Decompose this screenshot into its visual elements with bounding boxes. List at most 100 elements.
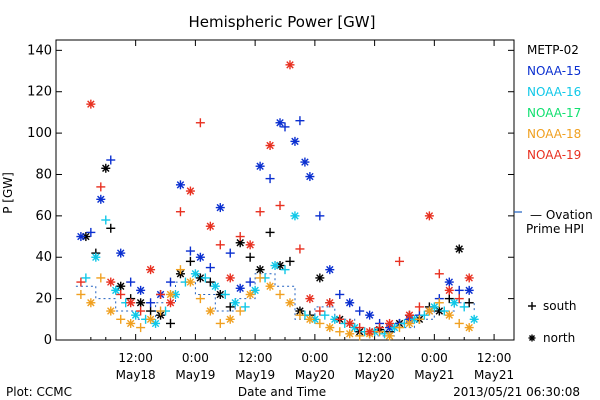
data-point-noaa-15-south	[146, 298, 156, 308]
data-point-noaa-19-south	[156, 289, 166, 299]
data-point-noaa-19-north	[146, 265, 156, 275]
data-point-noaa-19-north	[126, 298, 136, 308]
data-point-noaa-19-south	[116, 289, 126, 299]
data-point-noaa-19-south	[414, 302, 424, 312]
data-point-noaa-15-north	[255, 161, 265, 171]
data-point-noaa-15-north	[365, 310, 375, 320]
x-tick-date-label: May21	[414, 368, 454, 382]
data-point-noaa-16-north	[449, 298, 459, 308]
y-tick-label: 120	[27, 85, 52, 100]
data-point-noaa-18-north	[166, 289, 175, 299]
data-point-noaa-15-south	[106, 155, 116, 165]
data-point-noaa-18-north	[205, 306, 215, 316]
data-point-noaa-16-south	[439, 306, 449, 316]
legend-item-noaa-19: NOAA-19	[527, 148, 581, 162]
data-point-noaa-19-south	[136, 306, 146, 316]
data-point-noaa-18-north	[444, 310, 454, 320]
data-point-noaa-18-north	[126, 318, 136, 328]
plot-credit: Plot: CCMC	[6, 385, 72, 399]
data-point-noaa-15-north	[290, 136, 300, 146]
x-tick-time-label: 12:00	[238, 351, 273, 365]
x-tick-time-label: 12:00	[477, 351, 512, 365]
data-point-noaa-16-north	[230, 298, 240, 308]
data-point-noaa-15-north	[444, 277, 454, 287]
data-point-noaa-19-north	[385, 318, 395, 328]
data-point-noaa-16-north	[210, 281, 220, 291]
x-tick-date-label: May20	[355, 368, 395, 382]
x-tick-date-label: May19	[235, 368, 275, 382]
data-point-noaa-15-north	[235, 283, 245, 293]
data-point-noaa-18-south	[275, 289, 285, 299]
data-point-noaa-16-north	[131, 310, 141, 320]
data-point-metp-02-north	[101, 163, 111, 173]
data-point-noaa-18-north	[385, 331, 395, 341]
data-point-noaa-16-north	[290, 211, 300, 221]
legend: METP-02 NOAA-15 NOAA-16 NOAA-17 NOAA-18 NOAA-…	[527, 43, 581, 162]
series-noaa-18	[76, 265, 474, 341]
data-point-noaa-19-north	[404, 310, 414, 320]
data-point-noaa-19-north	[265, 141, 275, 151]
data-point-noaa-18-south	[454, 318, 464, 328]
data-point-noaa-19-north	[245, 240, 255, 250]
data-point-noaa-16-south	[240, 302, 250, 312]
data-point-noaa-18-south	[116, 314, 126, 324]
data-point-noaa-15-north	[195, 252, 205, 262]
x-tick-time-label: 12:00	[357, 351, 392, 365]
y-tick-label: 0	[44, 333, 52, 348]
data-point-noaa-15-north	[175, 180, 185, 190]
data-point-noaa-18-south	[315, 318, 325, 328]
legend-item-metp-02: METP-02	[527, 43, 579, 57]
data-point-metp-02-north	[136, 298, 146, 308]
data-point-noaa-15-south	[454, 285, 464, 295]
ovation-label-line2: Prime HPI	[526, 222, 584, 236]
data-point-noaa-18-north	[305, 314, 315, 324]
data-point-noaa-15-north	[275, 118, 285, 128]
data-point-noaa-19-north	[305, 294, 315, 304]
data-point-noaa-18-north	[225, 314, 235, 324]
data-point-noaa-15-north	[464, 285, 474, 295]
data-point-metp-02-south	[106, 223, 116, 233]
data-point-noaa-16-north	[91, 252, 101, 262]
data-point-noaa-18-north	[146, 314, 156, 324]
x-tick-date-label: May18	[116, 368, 156, 382]
legend-item-noaa-17: NOAA-17	[527, 106, 581, 120]
data-point-noaa-18-south	[156, 306, 166, 316]
data-point-metp-02-south	[146, 306, 156, 316]
data-point-metp-02-south	[444, 294, 454, 304]
x-tick-date-label: May21	[474, 368, 514, 382]
x-axis-label: Date and Time	[238, 385, 326, 399]
data-point-noaa-15-north	[325, 265, 335, 275]
data-point-noaa-15-south	[280, 122, 290, 132]
data-point-noaa-19-south	[76, 277, 86, 287]
data-point-noaa-16-south	[200, 273, 210, 283]
data-point-noaa-15-south	[335, 289, 345, 299]
data-point-noaa-15-north	[215, 203, 225, 213]
data-point-metp-02-north	[255, 265, 265, 275]
data-point-noaa-18-north	[185, 277, 195, 287]
data-point-noaa-15-north	[300, 157, 310, 167]
data-point-noaa-19-south	[375, 323, 385, 333]
data-point-noaa-15-north	[116, 248, 126, 258]
data-point-noaa-19-north	[444, 285, 454, 295]
data-point-noaa-15-south	[355, 306, 365, 316]
data-point-noaa-18-south	[395, 323, 404, 333]
data-point-noaa-19-south	[295, 244, 305, 254]
data-point-noaa-18-south	[235, 306, 245, 316]
data-point-noaa-16-south	[81, 273, 91, 283]
y-tick-label: 100	[27, 126, 52, 141]
data-point-noaa-16-south	[280, 265, 290, 275]
data-point-noaa-16-north	[469, 314, 479, 324]
data-point-noaa-18-north	[106, 306, 116, 316]
data-point-metp-02-south	[225, 302, 235, 312]
legend-item-noaa-18: NOAA-18	[527, 127, 581, 141]
data-point-noaa-19-north	[205, 221, 215, 231]
data-point-noaa-19-south	[395, 256, 404, 266]
data-point-noaa-18-south	[414, 314, 424, 324]
data-point-noaa-18-south	[215, 318, 225, 328]
data-point-noaa-18-north	[265, 281, 275, 291]
data-point-noaa-15-north	[345, 298, 355, 308]
series-noaa-16	[81, 211, 479, 339]
data-point-noaa-15-south	[86, 227, 96, 237]
data-point-metp-02-south	[265, 227, 275, 237]
